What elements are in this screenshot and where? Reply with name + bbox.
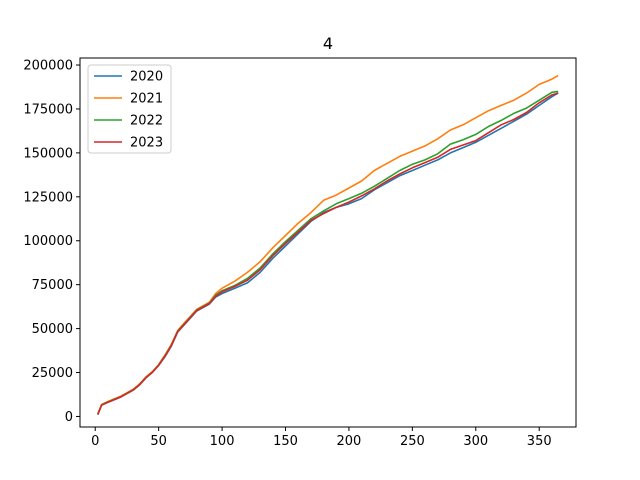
legend-box [87, 64, 172, 154]
legend-label-2020: 2020 [130, 70, 163, 85]
legend: 2020 2021 2022 2023 [87, 64, 172, 154]
y-tick-label: 50000 [32, 322, 73, 337]
plot-frame [79, 57, 577, 428]
legend-label-2021: 2021 [130, 92, 163, 107]
y-tick-label: 150000 [23, 146, 73, 161]
y-tick-label: 125000 [23, 190, 73, 205]
y-tick-label: 100000 [23, 234, 73, 249]
x-tick-label: 100 [210, 434, 235, 449]
legend-label-2023: 2023 [130, 136, 163, 151]
axes-layer: 0 50 100 150 200 250 300 350 0 25000 50000 75000 100… [23, 59, 551, 449]
chart-title: 4 [323, 34, 333, 53]
y-tick-label: 200000 [23, 59, 73, 74]
y-tick-label: 75000 [32, 278, 73, 293]
series-layer [97, 74, 559, 415]
legend-label-2022: 2022 [130, 114, 163, 129]
x-tick-label: 250 [400, 434, 425, 449]
y-tick-label: 25000 [32, 366, 73, 381]
x-tick-label: 50 [150, 434, 167, 449]
y-tick-label: 0 [65, 410, 73, 425]
y-tick-label: 175000 [23, 102, 73, 117]
x-tick-label: 350 [527, 434, 552, 449]
x-tick-label: 0 [91, 434, 99, 449]
x-tick-label: 300 [463, 434, 488, 449]
x-tick-label: 200 [337, 434, 362, 449]
x-tick-label: 150 [273, 434, 298, 449]
series-line-2023 [97, 92, 559, 415]
